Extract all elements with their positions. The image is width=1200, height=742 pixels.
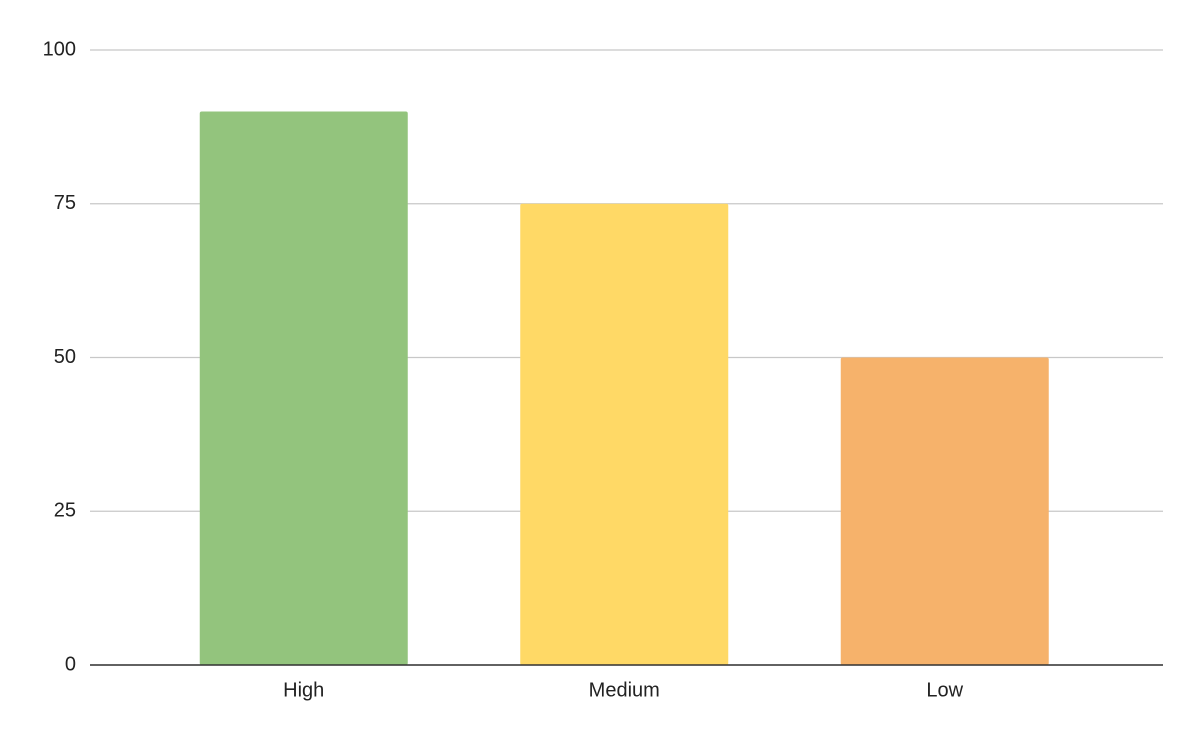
y-tick-label: 25 xyxy=(54,500,76,522)
y-tick-label: 75 xyxy=(54,192,76,214)
y-tick-label: 100 xyxy=(43,38,76,60)
bar xyxy=(520,203,729,665)
x-tick-label: High xyxy=(283,679,324,701)
x-tick-label: Low xyxy=(926,679,963,701)
x-tick-label: Medium xyxy=(589,679,660,701)
bar xyxy=(199,111,408,665)
y-tick-label: 50 xyxy=(54,346,76,368)
bar xyxy=(840,357,1049,665)
y-tick-label: 0 xyxy=(65,653,76,675)
